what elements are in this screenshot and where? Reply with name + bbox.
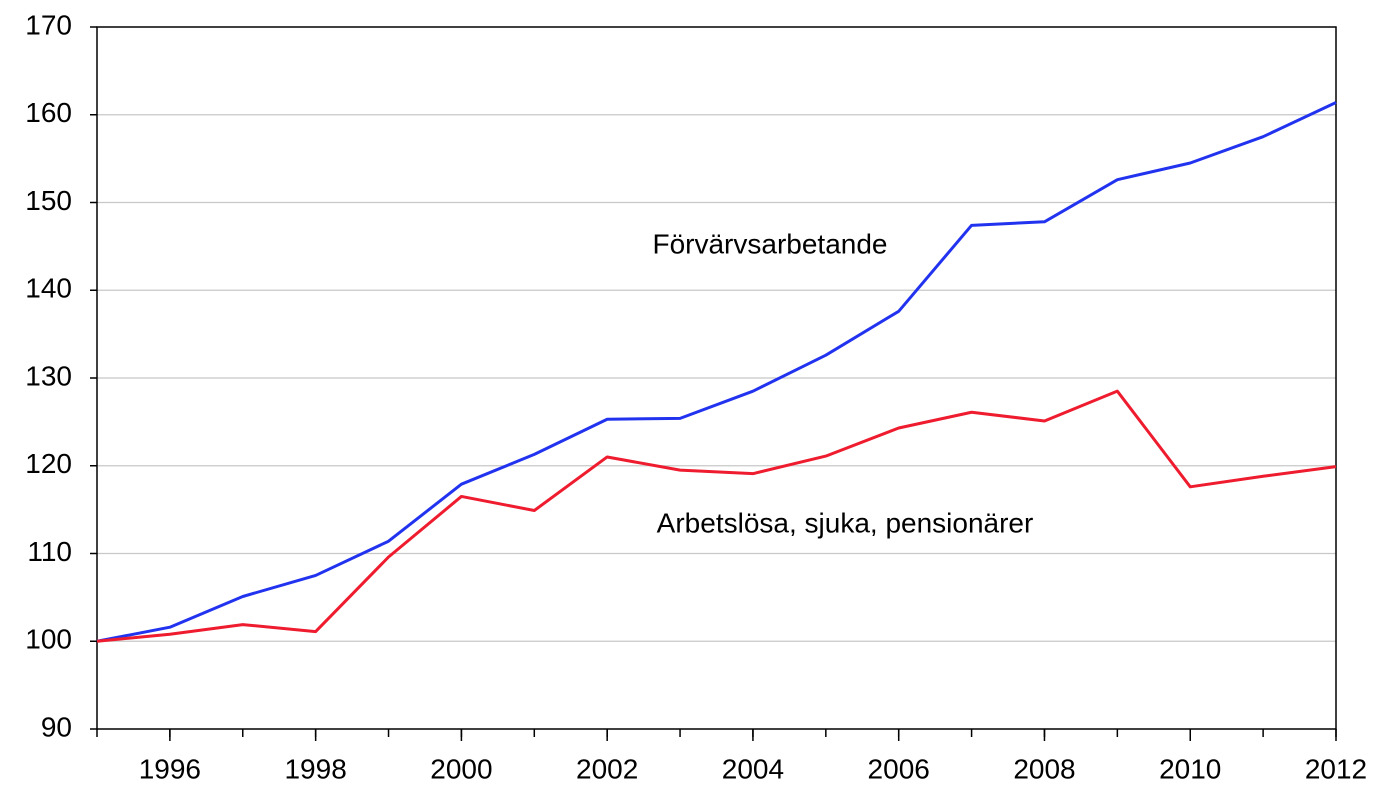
y-tick-label: 160 <box>25 97 72 128</box>
x-tick-label: 2000 <box>430 753 492 784</box>
y-tick-label: 110 <box>27 536 72 567</box>
x-tick-label: 2002 <box>576 753 638 784</box>
x-tick-label: 1996 <box>139 753 201 784</box>
y-tick-label: 130 <box>25 360 72 391</box>
y-tick-label: 100 <box>25 624 72 655</box>
series-line <box>96 101 1337 643</box>
x-tick-label: 2012 <box>1305 753 1367 784</box>
y-tick-label: 140 <box>25 273 72 304</box>
plot-frame <box>96 26 1337 730</box>
y-tick-label: 170 <box>25 9 72 40</box>
x-tick-label: 2006 <box>868 753 930 784</box>
x-tick-label: 2004 <box>722 753 784 784</box>
y-tick-label: 150 <box>25 185 72 216</box>
series-label: Förvärvsarbetande <box>652 228 887 259</box>
x-tick-label: 1998 <box>284 753 346 784</box>
x-tick-label: 2010 <box>1159 753 1221 784</box>
series-label: Arbetslösa, sjuka, pensionärer <box>657 507 1034 538</box>
x-tick-label: 2008 <box>1013 753 1075 784</box>
series-line <box>96 389 1337 643</box>
y-tick-label: 120 <box>25 448 72 479</box>
y-tick-label: 90 <box>41 711 72 742</box>
